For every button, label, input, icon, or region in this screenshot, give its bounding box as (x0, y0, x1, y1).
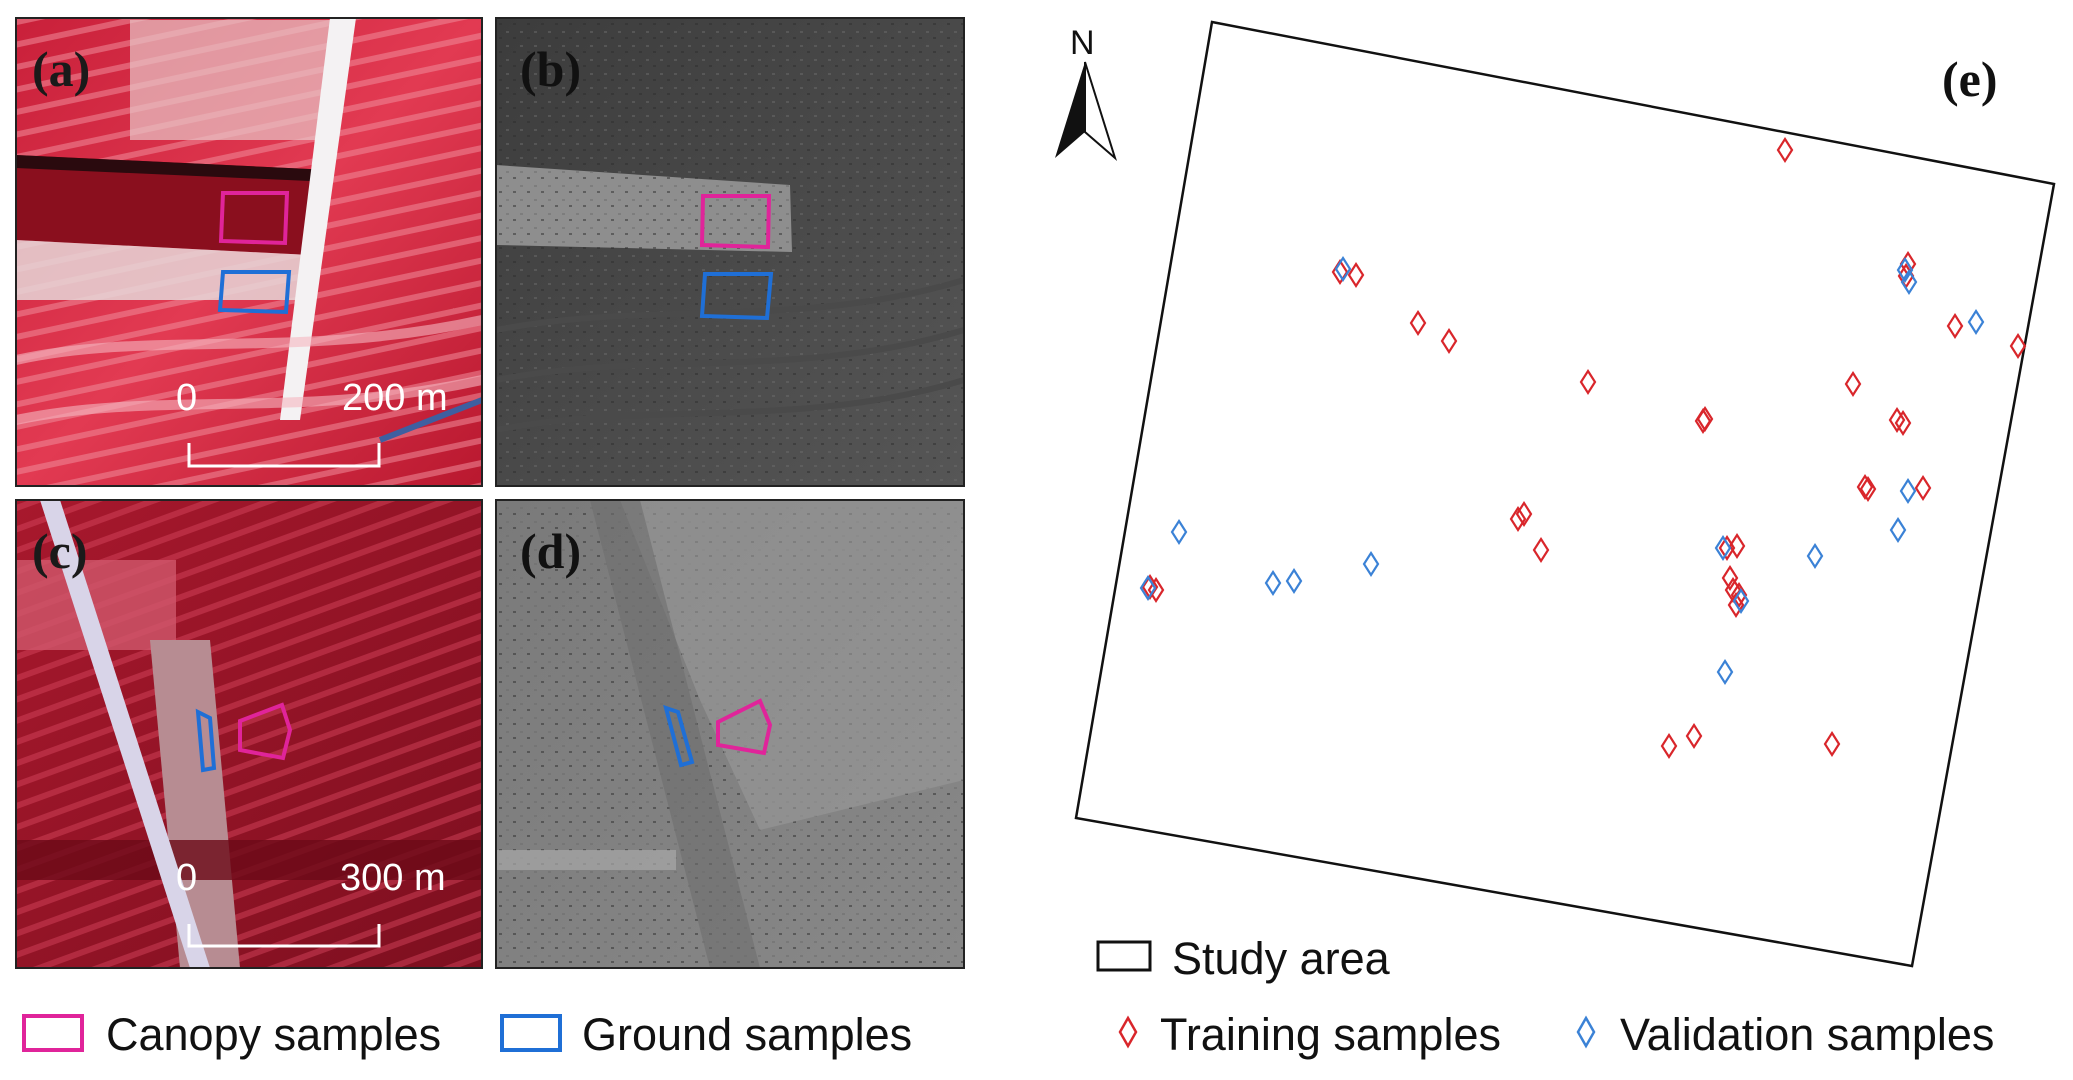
canopy-sample-d (716, 698, 773, 756)
training-sample-marker (1728, 532, 1746, 560)
legend-study-area-label: Study area (1172, 933, 1391, 984)
training-sample-marker (1823, 730, 1841, 758)
panel-b (496, 18, 964, 486)
validation-sample-marker (1170, 518, 1188, 546)
panel-d (496, 500, 964, 968)
training-sample-marker (1685, 722, 1703, 750)
training-sample-marker (1579, 368, 1597, 396)
training-sample-marker (1721, 564, 1739, 592)
panel-b-label: (b) (520, 41, 581, 97)
north-label: N (1070, 24, 1095, 62)
validation-sample-marker (1139, 574, 1157, 602)
panel-d-frame (495, 499, 965, 969)
legend-left: Canopy samples Ground samples (22, 1009, 912, 1060)
training-sample-marker (1914, 474, 1932, 502)
north-arrow: N (1055, 24, 1118, 162)
training-sample-marker (1532, 536, 1550, 564)
validation-sample-marker (1732, 587, 1750, 615)
ground-sample-c (195, 708, 217, 773)
legend-training-marker (1118, 1015, 1138, 1049)
training-sample-marker (1844, 370, 1862, 398)
training-sample-marker (1440, 327, 1458, 355)
canopy-sample-c (238, 702, 293, 761)
scale-end-c: 300 m (340, 857, 446, 899)
canopy-sample-a (218, 191, 290, 246)
training-sample-marker (1347, 261, 1365, 289)
validation-sample-marker (1900, 268, 1918, 296)
training-sample-marker (1859, 475, 1877, 503)
sample-points (1139, 136, 2027, 760)
training-sample-marker (1147, 576, 1165, 604)
panel-c (16, 500, 482, 968)
panel-c-label: (c) (32, 523, 88, 579)
training-sample-marker (1856, 473, 1874, 501)
scale-bar-c: 0 300 m (176, 857, 446, 948)
ground-sample-b (699, 272, 774, 321)
panel-c-frame (15, 499, 483, 969)
legend-canopy-label: Canopy samples (106, 1009, 441, 1060)
study-area-boundary (1074, 20, 2056, 968)
scale-start-a: 0 (176, 377, 197, 419)
canopy-sample-b (699, 194, 772, 250)
validation-sample-marker (1714, 534, 1732, 562)
legend-validation-label: Validation samples (1620, 1009, 1994, 1060)
validation-sample-marker (1896, 256, 1914, 284)
training-sample-marker (1946, 312, 1964, 340)
legend-training-label: Training samples (1160, 1009, 1501, 1060)
training-sample-marker (1660, 732, 1678, 760)
validation-sample-marker (1716, 658, 1734, 686)
training-sample-marker (1696, 405, 1714, 433)
training-sample-marker (2009, 332, 2027, 360)
validation-sample-marker (1264, 569, 1282, 597)
training-sample-marker (1730, 581, 1748, 609)
legend-ground-label: Ground samples (582, 1009, 912, 1060)
panel-a-label: (a) (32, 41, 90, 97)
scale-start-c: 0 (176, 857, 197, 899)
training-sample-marker (1888, 406, 1906, 434)
training-sample-marker (1727, 591, 1745, 619)
training-sample-marker (1141, 573, 1159, 601)
ground-sample-d (663, 704, 695, 768)
legend-study-area-swatch (1096, 940, 1152, 972)
validation-sample-marker (1362, 550, 1380, 578)
validation-sample-marker (1285, 567, 1303, 595)
panel-b-frame (495, 17, 965, 487)
training-sample-marker (1409, 309, 1427, 337)
training-sample-marker (1515, 500, 1533, 528)
validation-sample-marker (1967, 308, 1985, 336)
legend-right: Study area Training samples Validation s… (1096, 933, 1994, 1060)
training-sample-marker (1894, 409, 1912, 437)
legend-ground-swatch (500, 1014, 562, 1052)
validation-sample-marker (1334, 255, 1352, 283)
ground-sample-a (217, 270, 292, 315)
legend-validation-marker (1576, 1015, 1596, 1049)
training-sample-marker (1776, 136, 1794, 164)
panel-a-frame (15, 17, 483, 487)
training-sample-marker (1509, 505, 1527, 533)
panel-a (16, 18, 482, 486)
validation-sample-marker (1889, 516, 1907, 544)
validation-sample-marker (1899, 477, 1917, 505)
legend-canopy-swatch (22, 1014, 84, 1052)
panel-e-label: (e) (1942, 51, 1998, 107)
panel-d-label: (d) (520, 523, 581, 579)
scale-end-a: 200 m (342, 377, 448, 419)
scale-bar-a: 0 200 m (176, 377, 448, 468)
validation-sample-marker (1806, 542, 1824, 570)
panel-e: (e) N (1055, 20, 2056, 968)
